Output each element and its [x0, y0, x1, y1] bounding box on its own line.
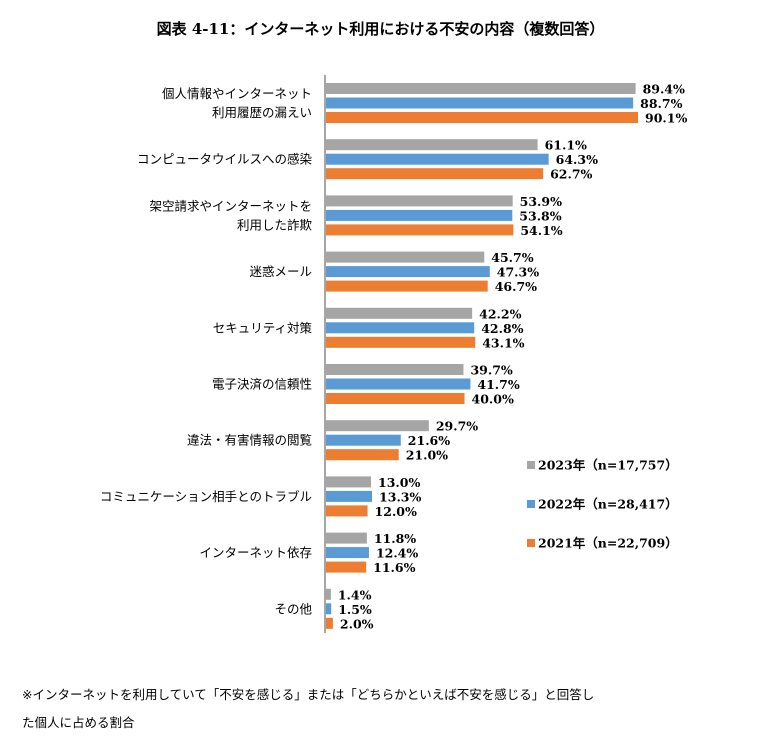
bar	[326, 280, 488, 292]
footnote-line-1: ※インターネットを利用していて「不安を感じる」または「どちらかといえば不安を感じ…	[22, 687, 595, 702]
footnote-line-2: た個人に占める割合	[22, 715, 135, 730]
category-label: 個人情報やインターネット	[162, 86, 312, 101]
bar	[326, 97, 634, 109]
category-label: コミュニケーション相手とのトラブル	[100, 489, 312, 504]
bar	[326, 603, 332, 615]
bar	[326, 336, 476, 348]
legend-swatch	[527, 461, 535, 469]
bar	[326, 322, 475, 334]
data-label: 13.3%	[379, 489, 421, 504]
bar	[326, 378, 471, 390]
data-label: 12.4%	[376, 546, 418, 561]
category-label: 電子決済の信頼性	[212, 377, 312, 392]
bar	[326, 83, 636, 94]
data-label: 42.8%	[481, 321, 523, 336]
data-label: 54.1%	[520, 223, 562, 238]
data-label: 90.1%	[645, 111, 687, 126]
data-label: 62.7%	[550, 167, 592, 182]
legend-label: 2021年（n=22,709）	[538, 536, 678, 551]
bar	[326, 251, 485, 263]
data-label: 13.0%	[378, 475, 420, 490]
category-label: インターネット依存	[199, 545, 312, 560]
data-label: 1.5%	[338, 602, 372, 617]
bar	[326, 168, 544, 180]
data-label: 41.7%	[477, 377, 519, 392]
bar	[326, 139, 538, 151]
bar	[326, 209, 513, 221]
category-label: 迷惑メール	[249, 264, 312, 279]
category-label: 利用した詐欺	[237, 217, 313, 232]
data-label: 88.7%	[640, 96, 682, 111]
bar	[326, 153, 549, 165]
bar	[326, 224, 514, 236]
bar	[326, 588, 331, 600]
bar	[326, 490, 373, 502]
data-label: 1.4%	[338, 587, 372, 602]
bar	[326, 112, 638, 123]
category-label: セキュリティ対策	[213, 320, 313, 335]
bar	[326, 561, 367, 573]
bar	[326, 364, 464, 375]
data-label: 89.4%	[643, 82, 685, 97]
category-label: コンピュータウイルスへの感染	[137, 152, 313, 167]
data-label: 42.2%	[479, 306, 521, 321]
bar	[326, 532, 367, 544]
data-label: 29.7%	[436, 419, 478, 434]
bar	[326, 434, 401, 446]
bar	[326, 505, 368, 517]
data-label: 21.0%	[406, 448, 448, 463]
bar	[326, 393, 465, 404]
bar	[326, 617, 333, 629]
data-label: 53.9%	[520, 194, 562, 209]
legend-swatch	[527, 539, 535, 547]
bar	[326, 195, 513, 207]
data-label: 11.6%	[373, 560, 415, 575]
data-label: 43.1%	[482, 335, 524, 350]
data-label: 47.3%	[497, 265, 539, 280]
data-label: 39.7%	[470, 363, 512, 378]
legend-swatch	[527, 500, 535, 508]
data-label: 45.7%	[491, 250, 533, 265]
legend-label: 2022年（n=28,417）	[538, 497, 678, 512]
bar	[326, 476, 372, 488]
data-label: 21.6%	[408, 433, 450, 448]
data-label: 11.8%	[374, 531, 416, 546]
legend-label: 2023年（n=17,757）	[538, 458, 678, 473]
bar	[326, 266, 490, 278]
data-label: 64.3%	[556, 152, 598, 167]
data-label: 53.8%	[519, 208, 561, 223]
category-label: 利用履歴の漏えい	[212, 105, 312, 120]
bar	[326, 449, 399, 461]
data-label: 61.1%	[545, 138, 587, 153]
bar	[326, 547, 369, 559]
data-label: 12.0%	[375, 504, 417, 519]
bar	[326, 420, 429, 432]
data-label: 40.0%	[472, 392, 514, 407]
data-label: 46.7%	[495, 279, 537, 294]
category-label: 架空請求やインターネットを	[149, 198, 312, 213]
category-label: 違法・有害情報の閲覧	[187, 433, 312, 448]
bar	[326, 307, 473, 319]
category-label: その他	[274, 601, 312, 616]
chart-title: 図表 4-11：インターネット利用における不安の内容（複数回答）	[156, 20, 605, 38]
data-label: 2.0%	[340, 616, 374, 631]
